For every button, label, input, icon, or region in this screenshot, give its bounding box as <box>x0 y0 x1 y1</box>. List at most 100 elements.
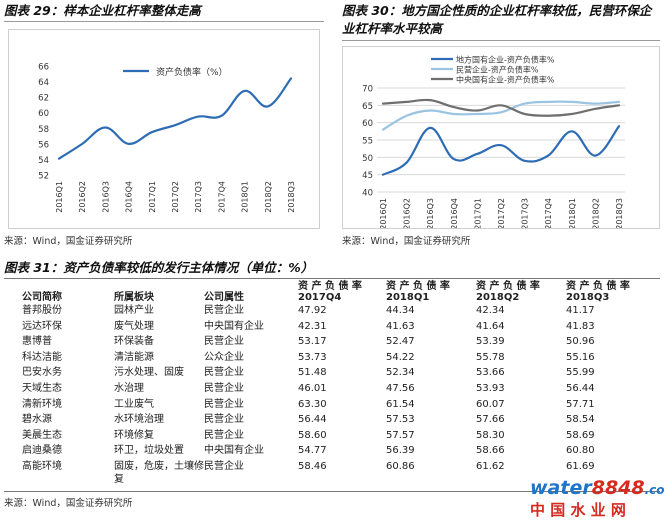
series-line <box>57 77 293 160</box>
y-tick-label: 62 <box>38 94 49 104</box>
fig29-chart-frame: 52 54 56 58 60 62 64 66 2016Q1 2016Q2 2016Q3 2016Q4… <box>8 29 320 229</box>
x-tick-label: 2016Q2 <box>403 198 412 228</box>
table-row: 启迪桑德 环卫，垃圾处置 中央国有企业 54.77 56.39 58.66 60.80 <box>22 443 642 459</box>
table-cell: 41.64 <box>476 320 505 332</box>
table-row: 清新环境 工业废气 民营企业 63.30 61.54 60.07 57.71 <box>22 397 642 413</box>
table-cell: 清新环境 <box>22 398 62 410</box>
table-cell: 54.77 <box>298 445 327 457</box>
header-2018q3-bottom: 2018Q3 <box>566 292 610 303</box>
fig31-table: 公司简称 所属板块 公司属性 资 产 负 债 率 2017Q4 资 产 负 债 率… <box>22 279 642 486</box>
table-cell: 58.66 <box>476 445 505 457</box>
table-cell: 民营企业 <box>204 398 244 410</box>
fig31-title-rule <box>4 278 660 279</box>
table-cell: 美晨生态 <box>22 429 62 441</box>
fig30-source: 来源：Wind，国金证券研究所 <box>342 236 471 247</box>
table-cell: 污水处理、固废 <box>114 367 184 379</box>
y-tick-label: 66 <box>38 63 49 73</box>
x-tick-label: 2017Q2 <box>497 198 506 228</box>
logo-word-8848: 8848 <box>591 477 645 499</box>
table-cell: 52.47 <box>386 336 415 348</box>
fig29-title-rule <box>4 21 324 22</box>
table-cell: 57.71 <box>566 398 595 410</box>
y-tick-label: 70 <box>362 85 373 95</box>
header-2018q3-top: 资 产 负 债 率 <box>566 281 630 292</box>
logo-word-water: water <box>530 477 592 499</box>
table-row: 科达洁能 清洁能源 公众企业 53.73 54.22 55.78 55.16 <box>22 350 642 366</box>
table-cell: 58.54 <box>566 414 595 426</box>
y-tick-label: 40 <box>362 189 373 199</box>
table-cell: 57.66 <box>476 414 505 426</box>
table-cell: 水环境治理 <box>114 414 164 426</box>
header-2018q2: 资 产 负 债 率 2018Q2 <box>476 279 566 303</box>
table-cell: 53.66 <box>476 367 505 379</box>
x-tick-label: 2016Q3 <box>101 181 110 213</box>
y-tick-label: 52 <box>38 172 49 182</box>
header-2017q4-bottom: 2017Q4 <box>298 292 342 303</box>
y-tick-label: 60 <box>362 119 373 129</box>
table-cell: 天域生态 <box>22 382 62 394</box>
logo-word-com: .com <box>644 483 665 497</box>
table-cell: 42.34 <box>476 305 505 316</box>
table-cell: 42.31 <box>298 320 327 332</box>
table-cell: 民营企业 <box>204 336 244 348</box>
table-cell: 58.30 <box>476 429 505 441</box>
y-tick-label: 54 <box>38 156 49 166</box>
table-row: 碧水源 水环境治理 民营企业 56.44 57.53 57.66 58.54 <box>22 412 642 428</box>
table-cell: 民营企业 <box>204 305 244 316</box>
table-cell: 41.83 <box>566 320 595 332</box>
table-cell: 52.34 <box>386 367 415 379</box>
table-cell: 57.57 <box>386 429 415 441</box>
header-2017q4-top: 资 产 负 债 率 <box>298 281 362 292</box>
x-tick-label: 2018Q3 <box>287 181 296 213</box>
header-2018q1: 资 产 负 债 率 2018Q1 <box>386 279 476 303</box>
table-cell: 55.99 <box>566 367 595 379</box>
table-row: 巴安水务 污水处理、固废 民营企业 51.48 52.34 53.66 55.99 <box>22 365 642 381</box>
x-tick-label: 2018Q2 <box>264 181 273 213</box>
table-cell: 41.63 <box>386 320 415 332</box>
table-cell: 56.39 <box>386 445 415 457</box>
table-cell: 中央国有企业 <box>204 445 264 457</box>
table-cell: 60.80 <box>566 445 595 457</box>
x-tick-label: 2018Q1 <box>241 181 250 213</box>
table-cell: 54.22 <box>386 351 415 363</box>
table-cell: 科达洁能 <box>22 351 62 363</box>
table-cell: 58.60 <box>298 429 327 441</box>
table-cell: 53.73 <box>298 351 327 363</box>
legend-label: 资产负债率（%） <box>156 66 228 78</box>
fig30-line-chart: 40 45 50 55 60 65 70 2016Q1 2016Q2 2016Q3 2016Q4 20… <box>362 55 625 230</box>
table-cell: 民营企业 <box>204 429 244 441</box>
x-tick-label: 2016Q2 <box>78 181 87 213</box>
table-cell: 启迪桑德 <box>22 445 62 457</box>
table-row: 天域生态 水治理 民营企业 46.01 47.56 53.93 56.44 <box>22 381 642 397</box>
table-row: 普邦股份 园林产业 民营企业 47.92 44.34 42.34 41.17 <box>22 303 642 319</box>
table-cell: 60.07 <box>476 398 505 410</box>
table-header-row: 公司简称 所属板块 公司属性 资 产 负 债 率 2017Q4 资 产 负 债 率… <box>22 279 642 303</box>
table-cell: 61.69 <box>566 460 595 472</box>
x-tick-label: 2016Q3 <box>426 198 435 228</box>
fig31-bottom-rule <box>4 491 660 492</box>
header-2018q2-top: 资 产 负 债 率 <box>476 281 540 292</box>
table-cell: 41.17 <box>566 305 595 316</box>
header-2018q2-bottom: 2018Q2 <box>476 292 520 303</box>
x-tick-label: 2017Q1 <box>148 181 157 213</box>
y-tick-label: 65 <box>362 102 373 112</box>
header-2017q4: 资 产 负 债 率 2017Q4 <box>298 279 386 303</box>
y-tick-label: 64 <box>38 78 49 88</box>
x-tick-label: 2017Q2 <box>171 181 180 213</box>
x-tick-label: 2017Q4 <box>217 181 226 213</box>
x-tick-label: 2017Q4 <box>544 198 553 228</box>
table-row: 美晨生态 环境修复 民营企业 58.60 57.57 58.30 58.69 <box>22 428 642 444</box>
fig30-title-line2: 业杠杆率水平较高 <box>342 21 443 36</box>
table-cell: 53.17 <box>298 336 327 348</box>
table-cell: 中央国有企业 <box>204 320 264 332</box>
header-attribute: 公司属性 <box>204 292 244 303</box>
x-tick-label: 2017Q3 <box>521 198 530 228</box>
fig30-chart-frame: 40 45 50 55 60 65 70 2016Q1 2016Q2 2016Q3 2016Q4 20… <box>342 46 660 230</box>
y-tick-label: 58 <box>38 125 49 135</box>
table-cell: 55.78 <box>476 351 505 363</box>
x-tick-label: 2018Q2 <box>591 198 600 228</box>
table-cell: 47.92 <box>298 305 327 316</box>
series-line <box>381 125 621 176</box>
table-row: 高能环境 固废，危废，土壤修复 民营企业 58.46 60.86 61.62 61.69 <box>22 459 642 486</box>
header-2018q3: 资 产 负 债 率 2018Q3 <box>566 279 642 303</box>
